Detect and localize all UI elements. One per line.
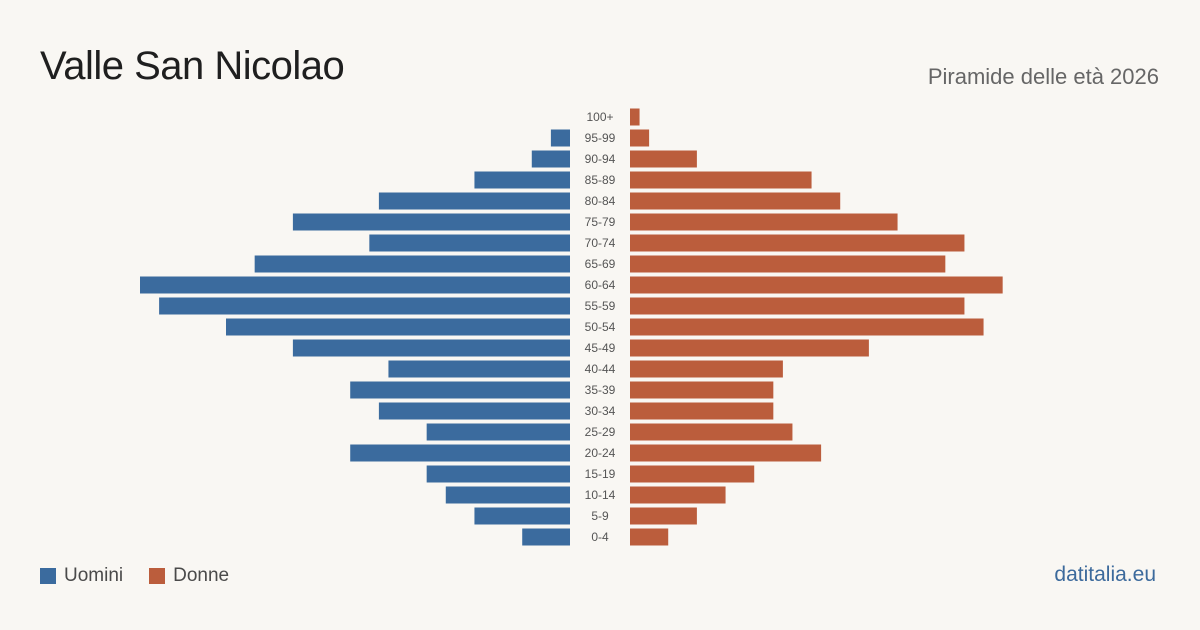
chart-title: Valle San Nicolao (40, 44, 345, 88)
age-label-35-39: 35-39 (585, 383, 616, 397)
bar-female-70-74 (630, 234, 965, 252)
bar-female-90-94 (630, 150, 697, 168)
bar-female-20-24 (630, 444, 822, 462)
bar-male-10-14 (445, 486, 570, 504)
brand-link[interactable]: datitalia.eu (1054, 563, 1156, 586)
bar-female-95-99 (630, 129, 650, 147)
age-label-100plus: 100+ (586, 110, 613, 124)
bar-male-90-94 (531, 150, 570, 168)
bar-male-95-99 (550, 129, 570, 147)
bar-male-80-84 (378, 192, 570, 210)
bar-female-15-19 (630, 465, 755, 483)
bar-male-0-4 (522, 528, 570, 546)
age-label-20-24: 20-24 (585, 446, 616, 460)
bar-female-80-84 (630, 192, 841, 210)
bar-male-70-74 (369, 234, 570, 252)
age-label-65-69: 65-69 (585, 257, 616, 271)
bar-male-40-44 (388, 360, 570, 378)
bar-male-15-19 (426, 465, 570, 483)
bar-male-85-89 (474, 171, 570, 189)
bar-female-10-14 (630, 486, 726, 504)
age-label-75-79: 75-79 (585, 215, 616, 229)
age-label-25-29: 25-29 (585, 425, 616, 439)
bar-male-45-49 (292, 339, 570, 357)
age-label-15-19: 15-19 (585, 467, 616, 481)
age-label-0-4: 0-4 (591, 530, 609, 544)
bar-female-5-9 (630, 507, 697, 525)
legend-label-male: Uomini (64, 565, 124, 586)
bar-male-20-24 (350, 444, 570, 462)
bar-male-25-29 (426, 423, 570, 441)
bar-female-85-89 (630, 171, 812, 189)
bar-male-65-69 (254, 255, 570, 273)
bar-male-30-34 (378, 402, 570, 420)
age-label-10-14: 10-14 (585, 488, 616, 502)
bar-male-60-64 (140, 276, 570, 294)
age-label-50-54: 50-54 (585, 320, 616, 334)
bar-female-30-34 (630, 402, 774, 420)
legend-item-male: Uomini (40, 565, 123, 587)
bar-female-50-54 (630, 318, 984, 336)
age-label-90-94: 90-94 (585, 152, 616, 166)
age-label-80-84: 80-84 (585, 194, 616, 208)
age-label-95-99: 95-99 (585, 131, 616, 145)
bar-male-55-59 (159, 297, 570, 315)
bar-male-75-79 (292, 213, 570, 231)
legend-item-female: Donne (149, 565, 229, 587)
bar-female-100plus (630, 108, 640, 126)
bar-male-50-54 (226, 318, 570, 336)
age-label-85-89: 85-89 (585, 173, 616, 187)
age-label-40-44: 40-44 (585, 362, 616, 376)
legend-swatch-male (40, 568, 56, 584)
bar-female-40-44 (630, 360, 783, 378)
age-label-55-59: 55-59 (585, 299, 616, 313)
bar-female-55-59 (630, 297, 965, 315)
age-label-60-64: 60-64 (585, 278, 616, 292)
bar-female-75-79 (630, 213, 898, 231)
bar-male-5-9 (474, 507, 570, 525)
age-label-30-34: 30-34 (585, 404, 616, 418)
bar-female-0-4 (630, 528, 669, 546)
bar-female-60-64 (630, 276, 1003, 294)
age-label-45-49: 45-49 (585, 341, 616, 355)
age-label-5-9: 5-9 (591, 509, 609, 523)
chart-subtitle: Piramide delle età 2026 (927, 64, 1159, 89)
bar-female-45-49 (630, 339, 869, 357)
bar-female-35-39 (630, 381, 774, 399)
legend-label-female: Donne (173, 565, 230, 586)
legend-swatch-female (149, 568, 166, 584)
age-label-70-74: 70-74 (585, 236, 616, 250)
bar-female-25-29 (630, 423, 793, 441)
bar-male-35-39 (350, 381, 570, 399)
legend: Uomini Donne (40, 565, 255, 587)
bar-female-65-69 (630, 255, 946, 273)
